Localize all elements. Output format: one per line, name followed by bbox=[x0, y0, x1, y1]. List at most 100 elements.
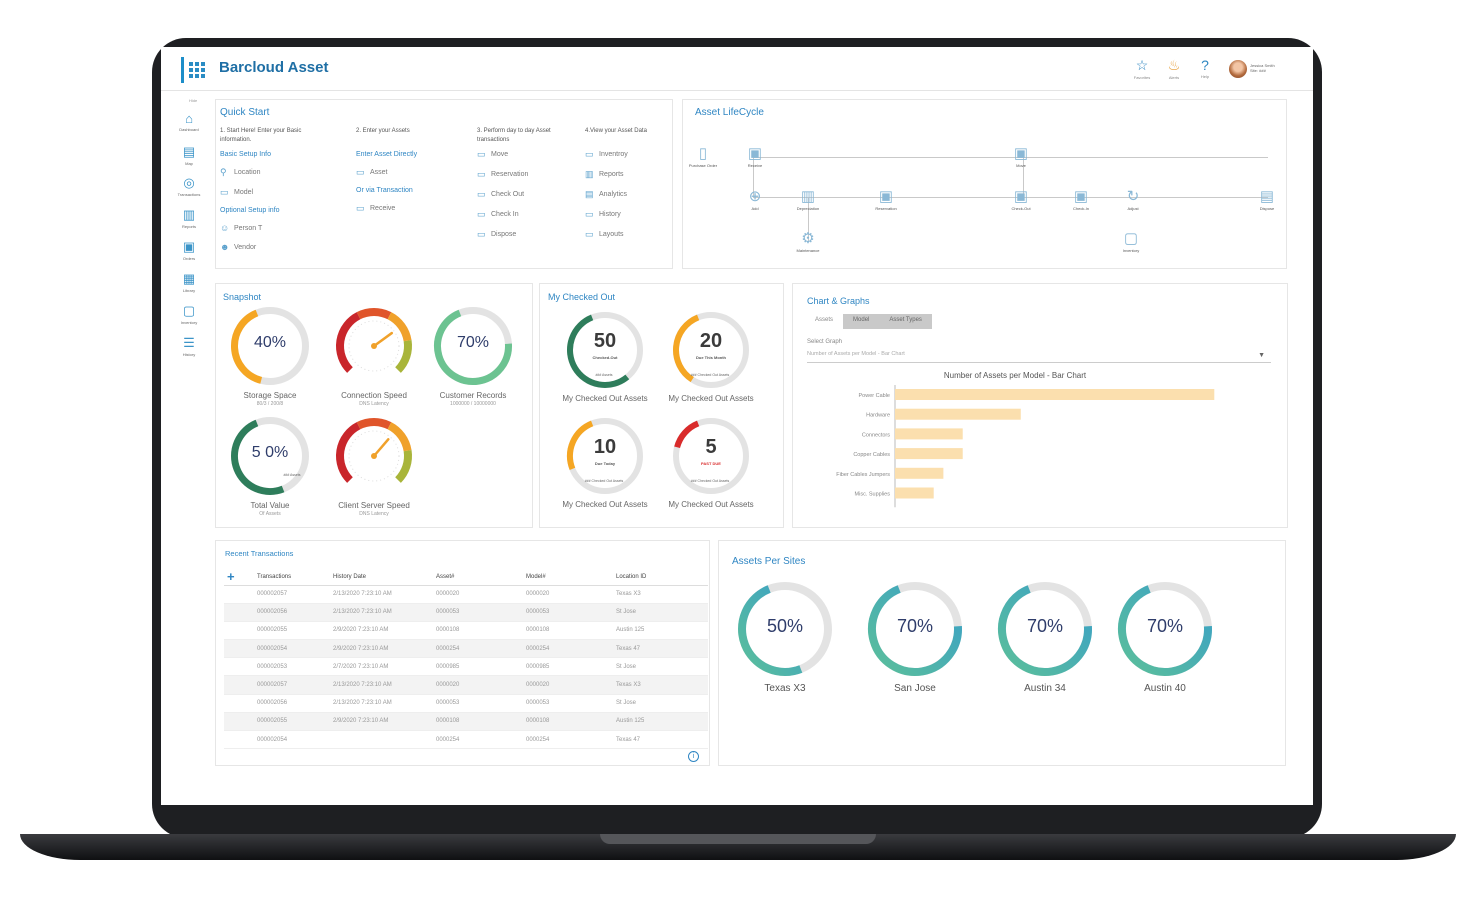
lifecycle-node-check-out[interactable]: ▣ Check-Out bbox=[999, 188, 1043, 211]
table-row[interactable]: 000002056 2/13/2020 7:23:10 AM 0000053 0000… bbox=[224, 603, 708, 622]
table-cell: Austin 125 bbox=[613, 621, 708, 641]
table-row[interactable]: 000002054 0000254 0000254 Texas 47 bbox=[224, 730, 708, 750]
laptop-notch bbox=[600, 834, 876, 844]
site-label: Texas X3 bbox=[764, 683, 806, 694]
table-row[interactable]: 000002057 2/13/2020 7:23:10 AM 0000020 0000… bbox=[224, 585, 708, 604]
gauge-track bbox=[673, 418, 749, 494]
depreciation-icon: ▥ bbox=[800, 188, 816, 205]
table-row[interactable]: 000002055 2/9/2020 7:23:10 AM 0000108 00001… bbox=[224, 621, 708, 641]
receive-link[interactable]: ▭ Receive bbox=[356, 203, 468, 214]
column-header[interactable]: Model# bbox=[523, 569, 613, 586]
table-row[interactable]: 000002057 2/13/2020 7:23:10 AM 0000020 0000… bbox=[224, 675, 708, 695]
table-cell: Austin 125 bbox=[613, 712, 708, 732]
column-header[interactable]: Location ID bbox=[613, 569, 708, 586]
gauge-label: My Checked Out Assets bbox=[668, 500, 754, 509]
category-label: Misc. Supplies bbox=[855, 492, 891, 498]
tab-asset-types[interactable]: Asset Types bbox=[879, 314, 932, 329]
chart-bar bbox=[895, 467, 944, 479]
chart-bar bbox=[895, 487, 934, 499]
sidebar-collapse-toggle[interactable]: Hide bbox=[189, 98, 198, 103]
speedometer-ticks bbox=[348, 320, 400, 372]
table-cell: 0000254 bbox=[523, 639, 613, 659]
gauge-title: Client Server Speed bbox=[338, 501, 410, 510]
column-header[interactable]: Asset# bbox=[433, 569, 523, 586]
gauge-value: 70% bbox=[1146, 616, 1184, 636]
sidebar-item-reports[interactable]: ▥ Reports bbox=[169, 207, 209, 229]
quick-start-item-label: Inventroy bbox=[599, 151, 628, 158]
favorites-button[interactable]: ☆ Favorites bbox=[1129, 57, 1155, 80]
lifecycle-node-dispose[interactable]: ▤ Dispose bbox=[1245, 188, 1289, 211]
sidebar-item-dashboard[interactable]: ⌂ Dashboard bbox=[169, 111, 209, 132]
optional-setup-link[interactable]: Optional Setup info bbox=[220, 207, 280, 214]
lifecycle-connector bbox=[753, 157, 1268, 158]
quick-start-step: 4.View your Asset Data bbox=[585, 128, 647, 134]
inventory-link[interactable]: ▭ Inventroy bbox=[585, 149, 673, 160]
tab-model[interactable]: Model bbox=[843, 314, 880, 329]
sidebar-item-transactions[interactable]: ◎ Transactions bbox=[169, 175, 209, 197]
gauge-arc bbox=[567, 314, 630, 388]
lifecycle-node-receive[interactable]: ▣ Receive bbox=[733, 145, 777, 168]
sidebar-item-map[interactable]: ▤ Map bbox=[169, 144, 209, 166]
site-label: San Jose bbox=[894, 683, 936, 694]
lifecycle-node-reservation[interactable]: ▣ Reservation bbox=[864, 188, 908, 211]
vendor-link[interactable]: ☻ Vendor bbox=[220, 242, 332, 252]
sidebar-item-label: Reports bbox=[181, 224, 196, 229]
info-icon[interactable]: i bbox=[688, 751, 699, 762]
location-link[interactable]: ⚲ Location bbox=[220, 167, 332, 178]
move-link[interactable]: ▭ Move bbox=[477, 149, 567, 160]
gauge-value: 5 bbox=[705, 436, 717, 458]
via-transaction-link[interactable]: Or via Transaction bbox=[356, 187, 413, 194]
gauge-title: Connection Speed bbox=[341, 391, 407, 400]
person-link[interactable]: ☺ Person T bbox=[220, 223, 332, 233]
table-row[interactable]: 000002056 2/13/2020 7:23:10 AM 0000053 0000… bbox=[224, 694, 708, 713]
gauge-value: 40% bbox=[253, 334, 287, 351]
plus-icon[interactable]: + bbox=[227, 569, 235, 585]
app-grid-icon[interactable] bbox=[181, 57, 207, 83]
sidebar-item-history[interactable]: ☰ History bbox=[169, 335, 209, 357]
model-link[interactable]: ▭ Model bbox=[220, 187, 332, 198]
lifecycle-node-move[interactable]: ▣ Move bbox=[999, 145, 1043, 168]
column-header[interactable]: Transactions bbox=[254, 569, 330, 586]
table-row[interactable]: 000002053 2/7/2020 7:23:10 AM 0000985 00009… bbox=[224, 657, 708, 677]
history-link[interactable]: ▭ History bbox=[585, 209, 673, 220]
check-in-link[interactable]: ▭ Check In bbox=[477, 209, 567, 220]
help-button[interactable]: ? Help bbox=[1192, 57, 1218, 79]
lifecycle-node-adjust[interactable]: ↻ Adjust bbox=[1111, 188, 1155, 211]
layouts-link[interactable]: ▭ Layouts bbox=[585, 229, 673, 240]
user-menu[interactable]: Jessica Smith Site: ### bbox=[1250, 63, 1275, 73]
reservation-link[interactable]: ▭ Reservation bbox=[477, 169, 567, 180]
enter-asset-link[interactable]: Enter Asset Directly bbox=[356, 151, 418, 158]
table-row[interactable]: 000002055 2/9/2020 7:23:10 AM 0000108 00001… bbox=[224, 712, 708, 732]
avatar[interactable] bbox=[1229, 60, 1247, 78]
table-row[interactable]: 000002054 2/9/2020 7:23:10 AM 0000254 00002… bbox=[224, 639, 708, 659]
lifecycle-node-depreciation[interactable]: ▥ Depreciation bbox=[786, 188, 830, 211]
analytics-link[interactable]: ▤ Analytics bbox=[585, 189, 673, 200]
sidebar-item-orders[interactable]: ▣ Orders bbox=[169, 239, 209, 261]
site-gauge: 50% Texas X3 bbox=[737, 581, 833, 711]
table-cell: Texas 47 bbox=[613, 730, 708, 750]
site-gauge: 70% Austin 40 bbox=[1117, 581, 1213, 711]
table-cell-blank bbox=[224, 730, 254, 750]
gauge-value: 10 bbox=[593, 436, 617, 458]
table-cell-blank bbox=[224, 603, 254, 622]
lifecycle-node-label: Check-In bbox=[1072, 206, 1089, 211]
table-cell: 0000020 bbox=[433, 585, 523, 604]
alerts-button[interactable]: ♨ Alerts bbox=[1161, 57, 1187, 80]
check-out-link[interactable]: ▭ Check Out bbox=[477, 189, 567, 200]
sidebar-item-inventory[interactable]: ▢ Inventory bbox=[169, 303, 209, 325]
sidebar-item-library[interactable]: ▦ Library bbox=[169, 271, 209, 293]
asset-link[interactable]: ▭ Asset bbox=[356, 167, 468, 178]
lifecycle-node-check-in[interactable]: ▣ Check-In bbox=[1059, 188, 1103, 211]
basic-setup-link[interactable]: Basic Setup Info bbox=[220, 151, 271, 158]
reports-link[interactable]: ▥ Reports bbox=[585, 169, 673, 180]
lifecycle-node-maintenance[interactable]: ⚙ Maintenance bbox=[786, 230, 830, 253]
tab-assets[interactable]: Assets bbox=[805, 314, 844, 329]
select-graph-dropdown[interactable]: Number of Assets per Model - Bar Chart ▼ bbox=[807, 351, 1271, 363]
lifecycle-node-purchase-order[interactable]: ▯ Purchase Order bbox=[681, 145, 725, 168]
dispose-link[interactable]: ▭ Dispose bbox=[477, 229, 567, 240]
gauge-tag: Checked-Out bbox=[592, 355, 618, 360]
column-header[interactable]: History Date bbox=[330, 569, 433, 586]
lifecycle-node-inventory[interactable]: ▢ Inventory bbox=[1109, 230, 1153, 253]
lifecycle-node-add[interactable]: ⊕ Add bbox=[733, 188, 777, 211]
quick-start-item-label: Model bbox=[234, 189, 254, 196]
